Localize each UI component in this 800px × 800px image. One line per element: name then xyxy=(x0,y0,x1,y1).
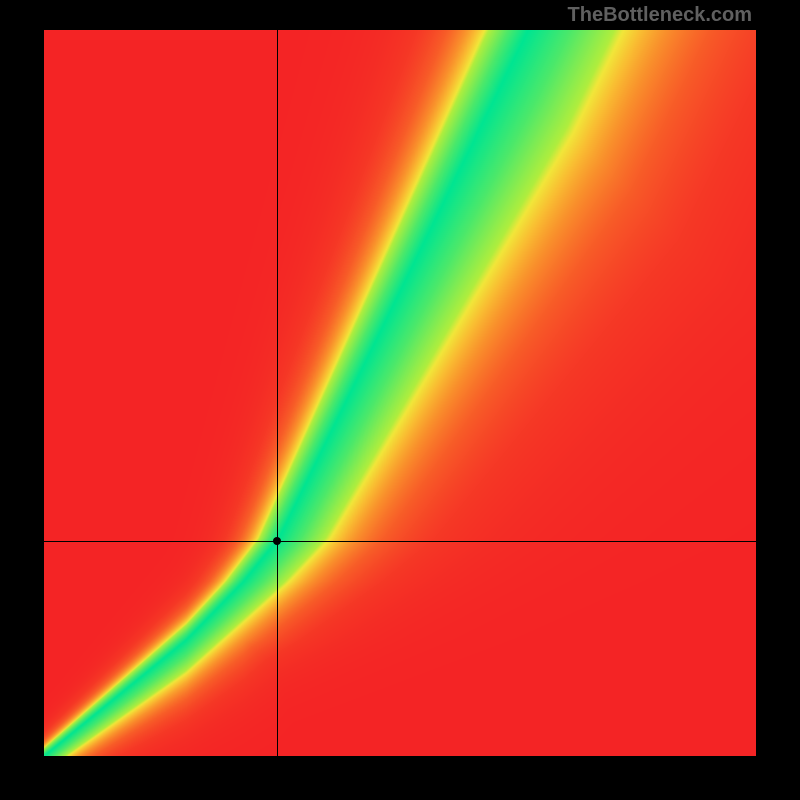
heatmap-plot xyxy=(44,30,756,756)
crosshair-horizontal xyxy=(44,541,756,542)
watermark-text: TheBottleneck.com xyxy=(568,4,752,27)
heatmap-canvas xyxy=(44,30,756,756)
crosshair-marker xyxy=(273,537,281,545)
crosshair-vertical xyxy=(277,30,278,756)
